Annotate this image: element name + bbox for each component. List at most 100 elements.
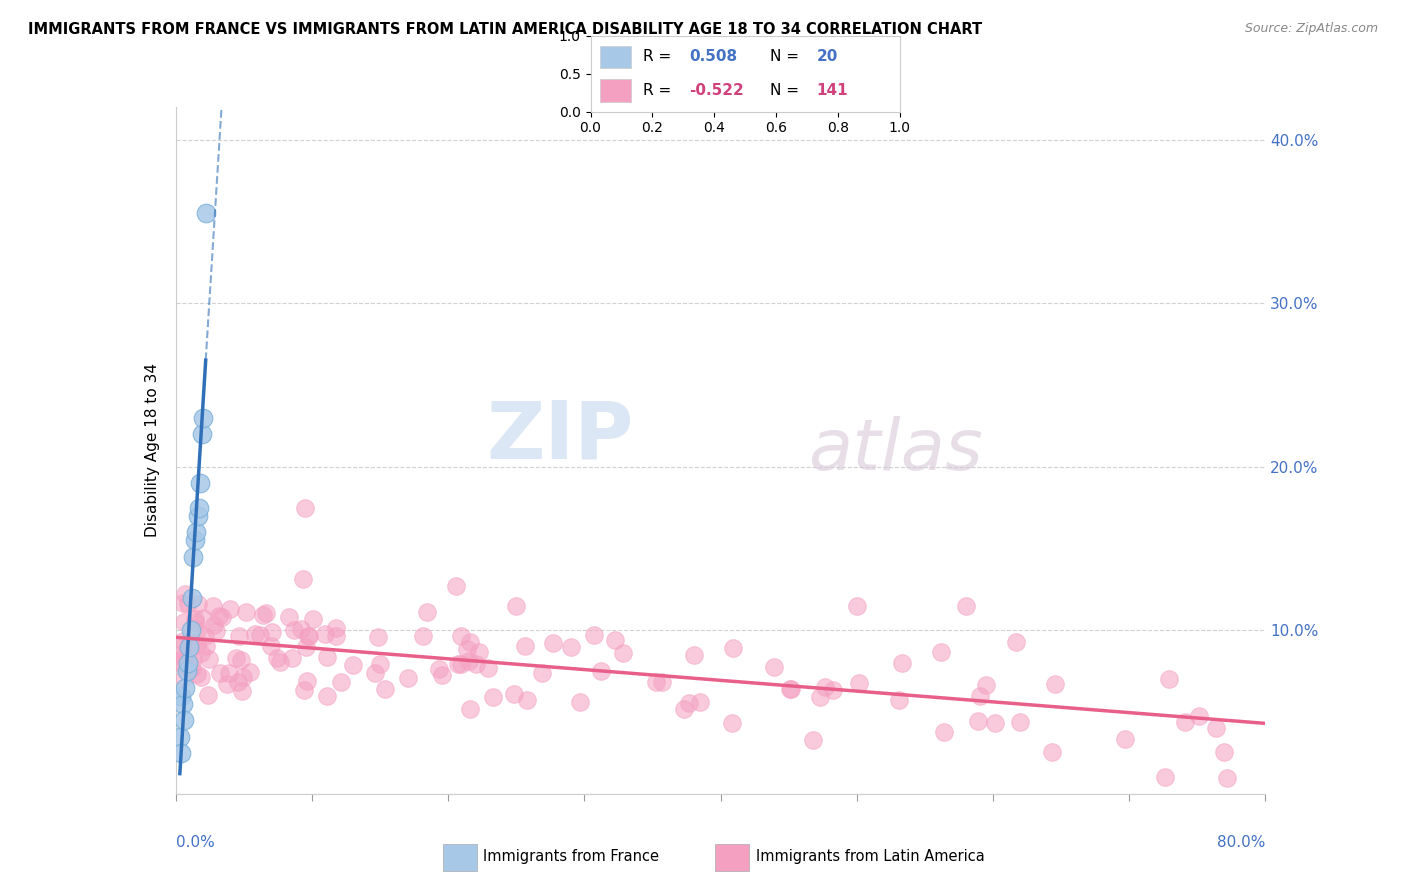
Point (173, 587, 195, 601)
Text: N =: N = (770, 49, 804, 64)
Point (780, 681, 803, 696)
Point (887, 693, 910, 707)
Point (174, 681, 197, 695)
Point (235, 605, 257, 619)
Y-axis label: Disability Age 18 to 34: Disability Age 18 to 34 (145, 363, 160, 538)
Point (329, 675, 352, 690)
Point (845, 599, 868, 613)
Point (226, 674, 249, 689)
Point (186, 508, 209, 523)
Point (218, 666, 240, 681)
Point (186, 667, 208, 681)
Point (316, 649, 339, 664)
Point (184, 615, 207, 630)
Point (260, 639, 283, 653)
Point (291, 572, 314, 586)
Point (374, 681, 396, 696)
Point (814, 681, 837, 695)
Point (1216, 772, 1239, 786)
Point (1187, 709, 1209, 723)
Point (314, 627, 336, 641)
Point (458, 634, 481, 648)
Point (281, 650, 304, 665)
Point (181, 661, 204, 675)
Point (891, 656, 914, 670)
Point (249, 628, 271, 642)
Point (450, 657, 472, 671)
Point (721, 715, 744, 730)
Text: R =: R = (643, 49, 676, 64)
Point (721, 641, 744, 656)
Text: R =: R = (643, 83, 676, 98)
Point (194, 206, 217, 220)
Point (516, 693, 538, 707)
Point (432, 668, 454, 682)
Point (173, 714, 195, 728)
Point (762, 659, 785, 673)
Point (208, 609, 231, 624)
Point (173, 615, 195, 629)
Point (172, 649, 194, 664)
Point (808, 690, 831, 705)
Point (984, 716, 1007, 731)
Text: 20: 20 (817, 49, 838, 64)
Point (298, 629, 321, 643)
Point (181, 652, 204, 666)
Text: Immigrants from France: Immigrants from France (484, 849, 659, 863)
Point (218, 602, 240, 616)
Point (368, 657, 391, 671)
Point (211, 609, 233, 624)
Point (202, 599, 225, 614)
Point (177, 656, 200, 670)
Point (1212, 745, 1234, 759)
Point (194, 639, 217, 653)
Point (302, 612, 325, 626)
Point (955, 599, 977, 613)
Point (1153, 770, 1175, 784)
Point (821, 683, 844, 698)
Point (254, 606, 277, 620)
Point (292, 682, 315, 697)
Text: Source: ZipAtlas.com: Source: ZipAtlas.com (1244, 22, 1378, 36)
Point (177, 660, 200, 674)
Point (779, 681, 801, 696)
Point (367, 630, 389, 644)
Point (283, 624, 305, 638)
Point (645, 675, 668, 690)
Point (342, 657, 364, 672)
Point (848, 676, 870, 690)
Point (188, 476, 211, 491)
Point (229, 653, 252, 667)
Point (269, 656, 291, 670)
FancyBboxPatch shape (600, 78, 631, 102)
Point (174, 637, 197, 651)
Point (176, 597, 198, 611)
Text: -0.522: -0.522 (689, 83, 744, 98)
Point (502, 687, 524, 701)
Text: ZIP: ZIP (486, 398, 633, 475)
Point (1114, 732, 1136, 747)
Point (1040, 745, 1063, 759)
Point (415, 605, 437, 619)
Point (181, 591, 204, 605)
Point (1005, 634, 1028, 648)
Text: Immigrants from Latin America: Immigrants from Latin America (755, 849, 984, 863)
Point (447, 657, 470, 671)
Point (204, 618, 226, 632)
Point (172, 634, 194, 648)
Point (170, 746, 193, 760)
Point (186, 624, 208, 639)
Point (974, 678, 997, 692)
Point (278, 610, 301, 624)
FancyBboxPatch shape (600, 45, 631, 69)
Point (505, 599, 527, 613)
Point (290, 622, 312, 636)
Point (169, 730, 191, 744)
Point (173, 671, 195, 685)
Text: 0.0%: 0.0% (176, 835, 215, 850)
Point (427, 662, 450, 676)
Point (243, 626, 266, 640)
Point (458, 702, 481, 716)
Point (316, 689, 339, 703)
Text: 80.0%: 80.0% (1218, 835, 1265, 850)
